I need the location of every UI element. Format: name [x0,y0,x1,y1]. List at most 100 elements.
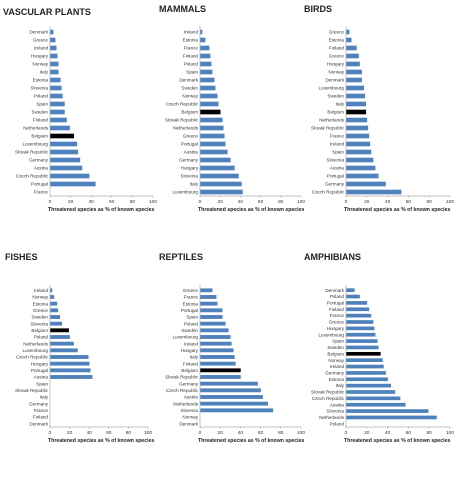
category-label: Denmark [325,78,344,83]
category-label: Germany [325,371,345,376]
category-label: Spain [332,339,344,344]
category-label: Ireland [184,30,198,35]
category-label: Czech Republic [16,174,49,179]
bar [50,348,78,353]
chart-title: AMPHIBIANS [304,252,361,262]
x-tick-label: 100 [144,430,152,436]
x-tick-label: 60 [406,430,412,436]
bar [50,149,79,155]
bar [346,133,370,139]
category-label: Netherlands [23,126,48,131]
bar [346,181,386,187]
bar [50,375,93,379]
category-label: Italy [336,102,345,107]
category-label: Slovenia [30,86,48,91]
bar [50,37,56,43]
category-label: Luxembourg [318,86,344,91]
category-label: Portugal [181,308,198,313]
x-tick-label: 60 [406,199,412,205]
category-label: Italy [190,182,199,187]
bar [50,77,61,83]
bar [346,358,383,363]
bar [50,165,83,171]
category-label: Finland [183,361,199,366]
bar [346,165,376,171]
category-label: Norway [32,295,48,300]
category-label: Germany [179,158,199,163]
category-label: Italy [336,383,345,388]
category-label: Austria [34,166,49,171]
bar [346,396,401,401]
category-label: Finland [329,307,345,312]
category-label: Slovenia [180,174,198,179]
category-label: France [34,408,49,413]
x-axis-label: Threatened species as % of known species [48,207,154,213]
category-label: Spain [186,315,198,320]
category-label: Czech Republic [166,102,199,107]
bar [346,307,370,312]
category-label: Hungary [181,348,199,353]
bar [50,85,62,91]
bar [346,409,429,413]
bar [346,377,388,382]
category-label: Greece [33,308,49,313]
bar [50,341,74,346]
bar [346,415,437,420]
category-label: Sweden [327,345,344,350]
bar [346,77,362,83]
category-label: Finland [33,415,49,420]
category-label: Norway [182,415,198,420]
bar [346,320,374,324]
category-label: Germany [29,158,49,163]
x-tick-label: 0 [345,199,348,205]
bar [346,101,367,107]
bar [50,61,59,67]
category-label: Slovak Republic [165,375,199,380]
category-label: Greece [329,54,345,59]
category-label: Belgium [327,351,344,356]
category-label: Poland [330,421,345,426]
bar [200,53,211,59]
bar [200,157,231,163]
bar [200,341,232,346]
x-tick-label: 0 [49,199,52,205]
x-tick-label: 40 [238,430,244,436]
category-label: Slovak Republic [165,118,199,123]
chart-title: BIRDS [304,4,332,14]
bar [200,328,229,333]
category-label: Ireland [184,341,198,346]
bar [346,402,406,407]
bar [346,339,378,343]
x-tick-label: 60 [258,430,264,436]
bar [200,69,213,75]
bar [346,383,392,388]
bar [200,308,223,313]
bar [346,326,375,331]
category-label: Estonia [329,38,345,43]
bar [200,45,210,51]
x-tick-label: 80 [427,199,433,205]
bar [50,321,63,326]
category-label: Denmark [179,78,198,83]
chart-panel: BIRDS Greece Estonia Finland Greece Hungary No… [304,4,454,213]
category-label: Ireland [34,46,48,51]
bar [346,173,379,179]
category-label: Slovak Republic [15,388,49,393]
highlight-bar [346,351,381,356]
bar [200,288,213,293]
category-label: Slovak Republic [15,150,49,155]
category-label: Italy [40,70,49,75]
bar [346,141,371,147]
category-label: Denmark [29,421,48,426]
bar [200,335,231,339]
bar [200,149,228,155]
x-tick-label: 100 [446,430,454,436]
category-label: Poland [184,62,199,67]
x-tick-label: 20 [68,199,74,205]
category-label: Norway [182,94,198,99]
highlight-bar [346,109,367,115]
category-label: Finland [33,118,49,123]
category-label: Netherlands [319,415,344,420]
category-label: Czech Republic [16,355,49,360]
